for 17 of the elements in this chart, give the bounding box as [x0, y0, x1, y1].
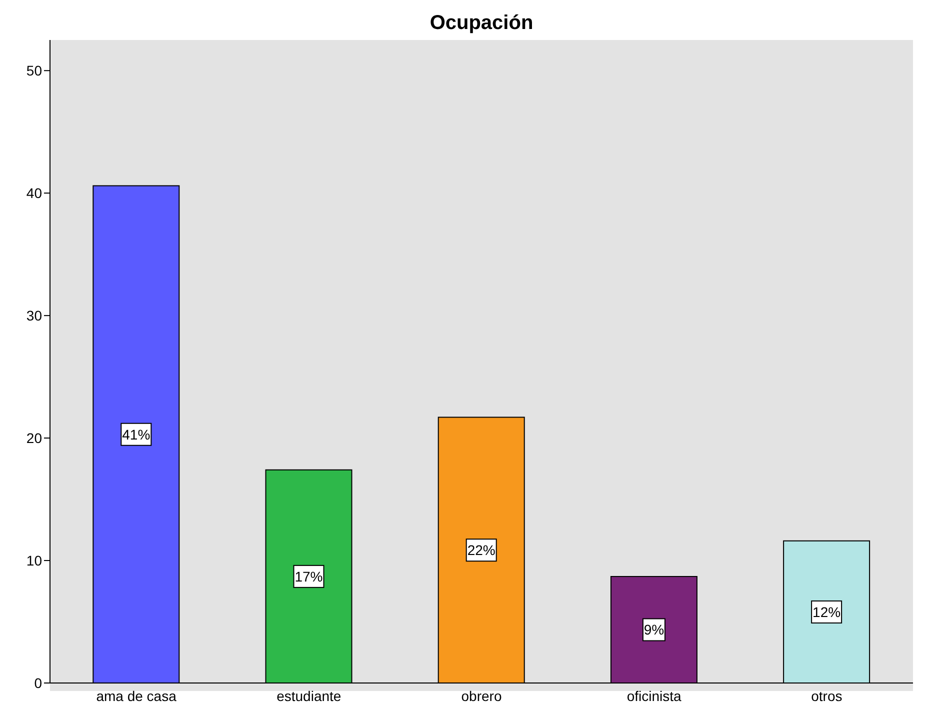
x-tick-label: obrero [461, 688, 502, 704]
data-label: 9% [644, 622, 664, 638]
y-tick-label: 40 [26, 185, 42, 202]
y-tick-label: 20 [26, 430, 42, 446]
data-label: 22% [467, 542, 496, 558]
chart-title: Ocupación [428, 12, 534, 35]
x-tick-label: ama de casa [96, 688, 177, 704]
y-tick-label: 50 [26, 62, 42, 79]
data-label: 17% [294, 568, 323, 584]
y-tick-label: 0 [34, 674, 42, 691]
x-tick-label: oficinista [626, 688, 682, 704]
data-label: 41% [122, 426, 150, 442]
x-tick-label: otros [811, 688, 842, 704]
y-tick-label: 30 [26, 308, 42, 324]
y-tick-label: 10 [26, 552, 42, 568]
x-tick-label: estudiante [276, 688, 342, 704]
data-label: 12% [812, 604, 841, 620]
